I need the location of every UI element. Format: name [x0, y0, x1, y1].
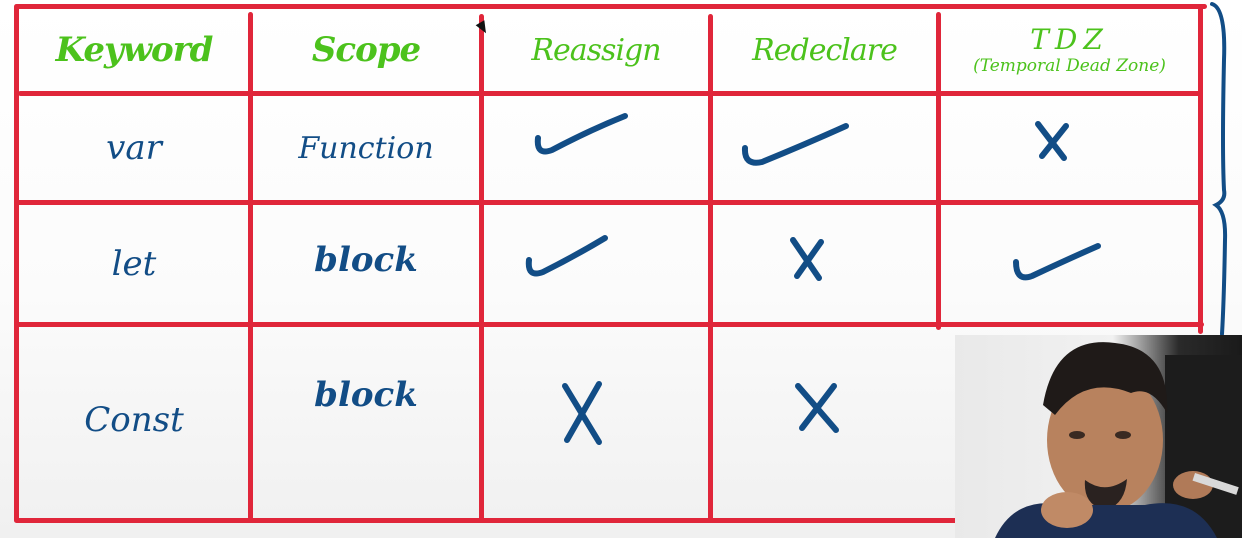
grid-line-col4	[936, 12, 941, 330]
header-tdz: TDZ (Temporal Dead Zone)	[941, 10, 1198, 90]
grid-line-row2-bottom	[14, 322, 1204, 327]
check-mark-icon	[741, 123, 849, 166]
grid-line-top	[15, 4, 1207, 9]
row-const-keyword: Const	[84, 400, 184, 440]
curly-brace-icon	[1210, 2, 1228, 336]
check-mark-icon	[1013, 243, 1101, 281]
cross-mark-icon	[790, 237, 824, 281]
check-mark-icon	[525, 235, 608, 277]
cross-mark-icon	[795, 383, 839, 433]
presenter-video-icon	[995, 342, 1242, 538]
grid-line-bottom	[14, 518, 959, 523]
row-var-scope: Function	[298, 130, 434, 166]
grid-line-col2	[479, 14, 484, 522]
header-scope: Scope	[311, 30, 421, 70]
header-redeclare: Redeclare	[752, 32, 898, 68]
header-tdz-title: TDZ	[1030, 22, 1109, 56]
check-mark-icon	[534, 113, 628, 155]
grid-line-header-bottom	[18, 91, 1203, 96]
grid-line-col1	[248, 12, 253, 520]
row-let-scope: block	[314, 240, 418, 280]
grid-line-col3	[708, 14, 713, 522]
grid-line-row1-bottom	[16, 200, 1203, 205]
row-var-keyword: var	[106, 128, 162, 168]
row-let-keyword: let	[111, 244, 157, 284]
row-const-scope: block	[314, 375, 418, 415]
cross-mark-icon	[1035, 121, 1069, 161]
grid-line-right	[1198, 4, 1203, 334]
header-keyword: Keyword	[55, 30, 214, 70]
header-tdz-subtitle: (Temporal Dead Zone)	[973, 55, 1166, 76]
webcam-overlay	[955, 335, 1242, 538]
grid-line-left	[14, 4, 19, 522]
header-reassign: Reassign	[531, 32, 661, 68]
cross-mark-icon	[562, 381, 602, 445]
